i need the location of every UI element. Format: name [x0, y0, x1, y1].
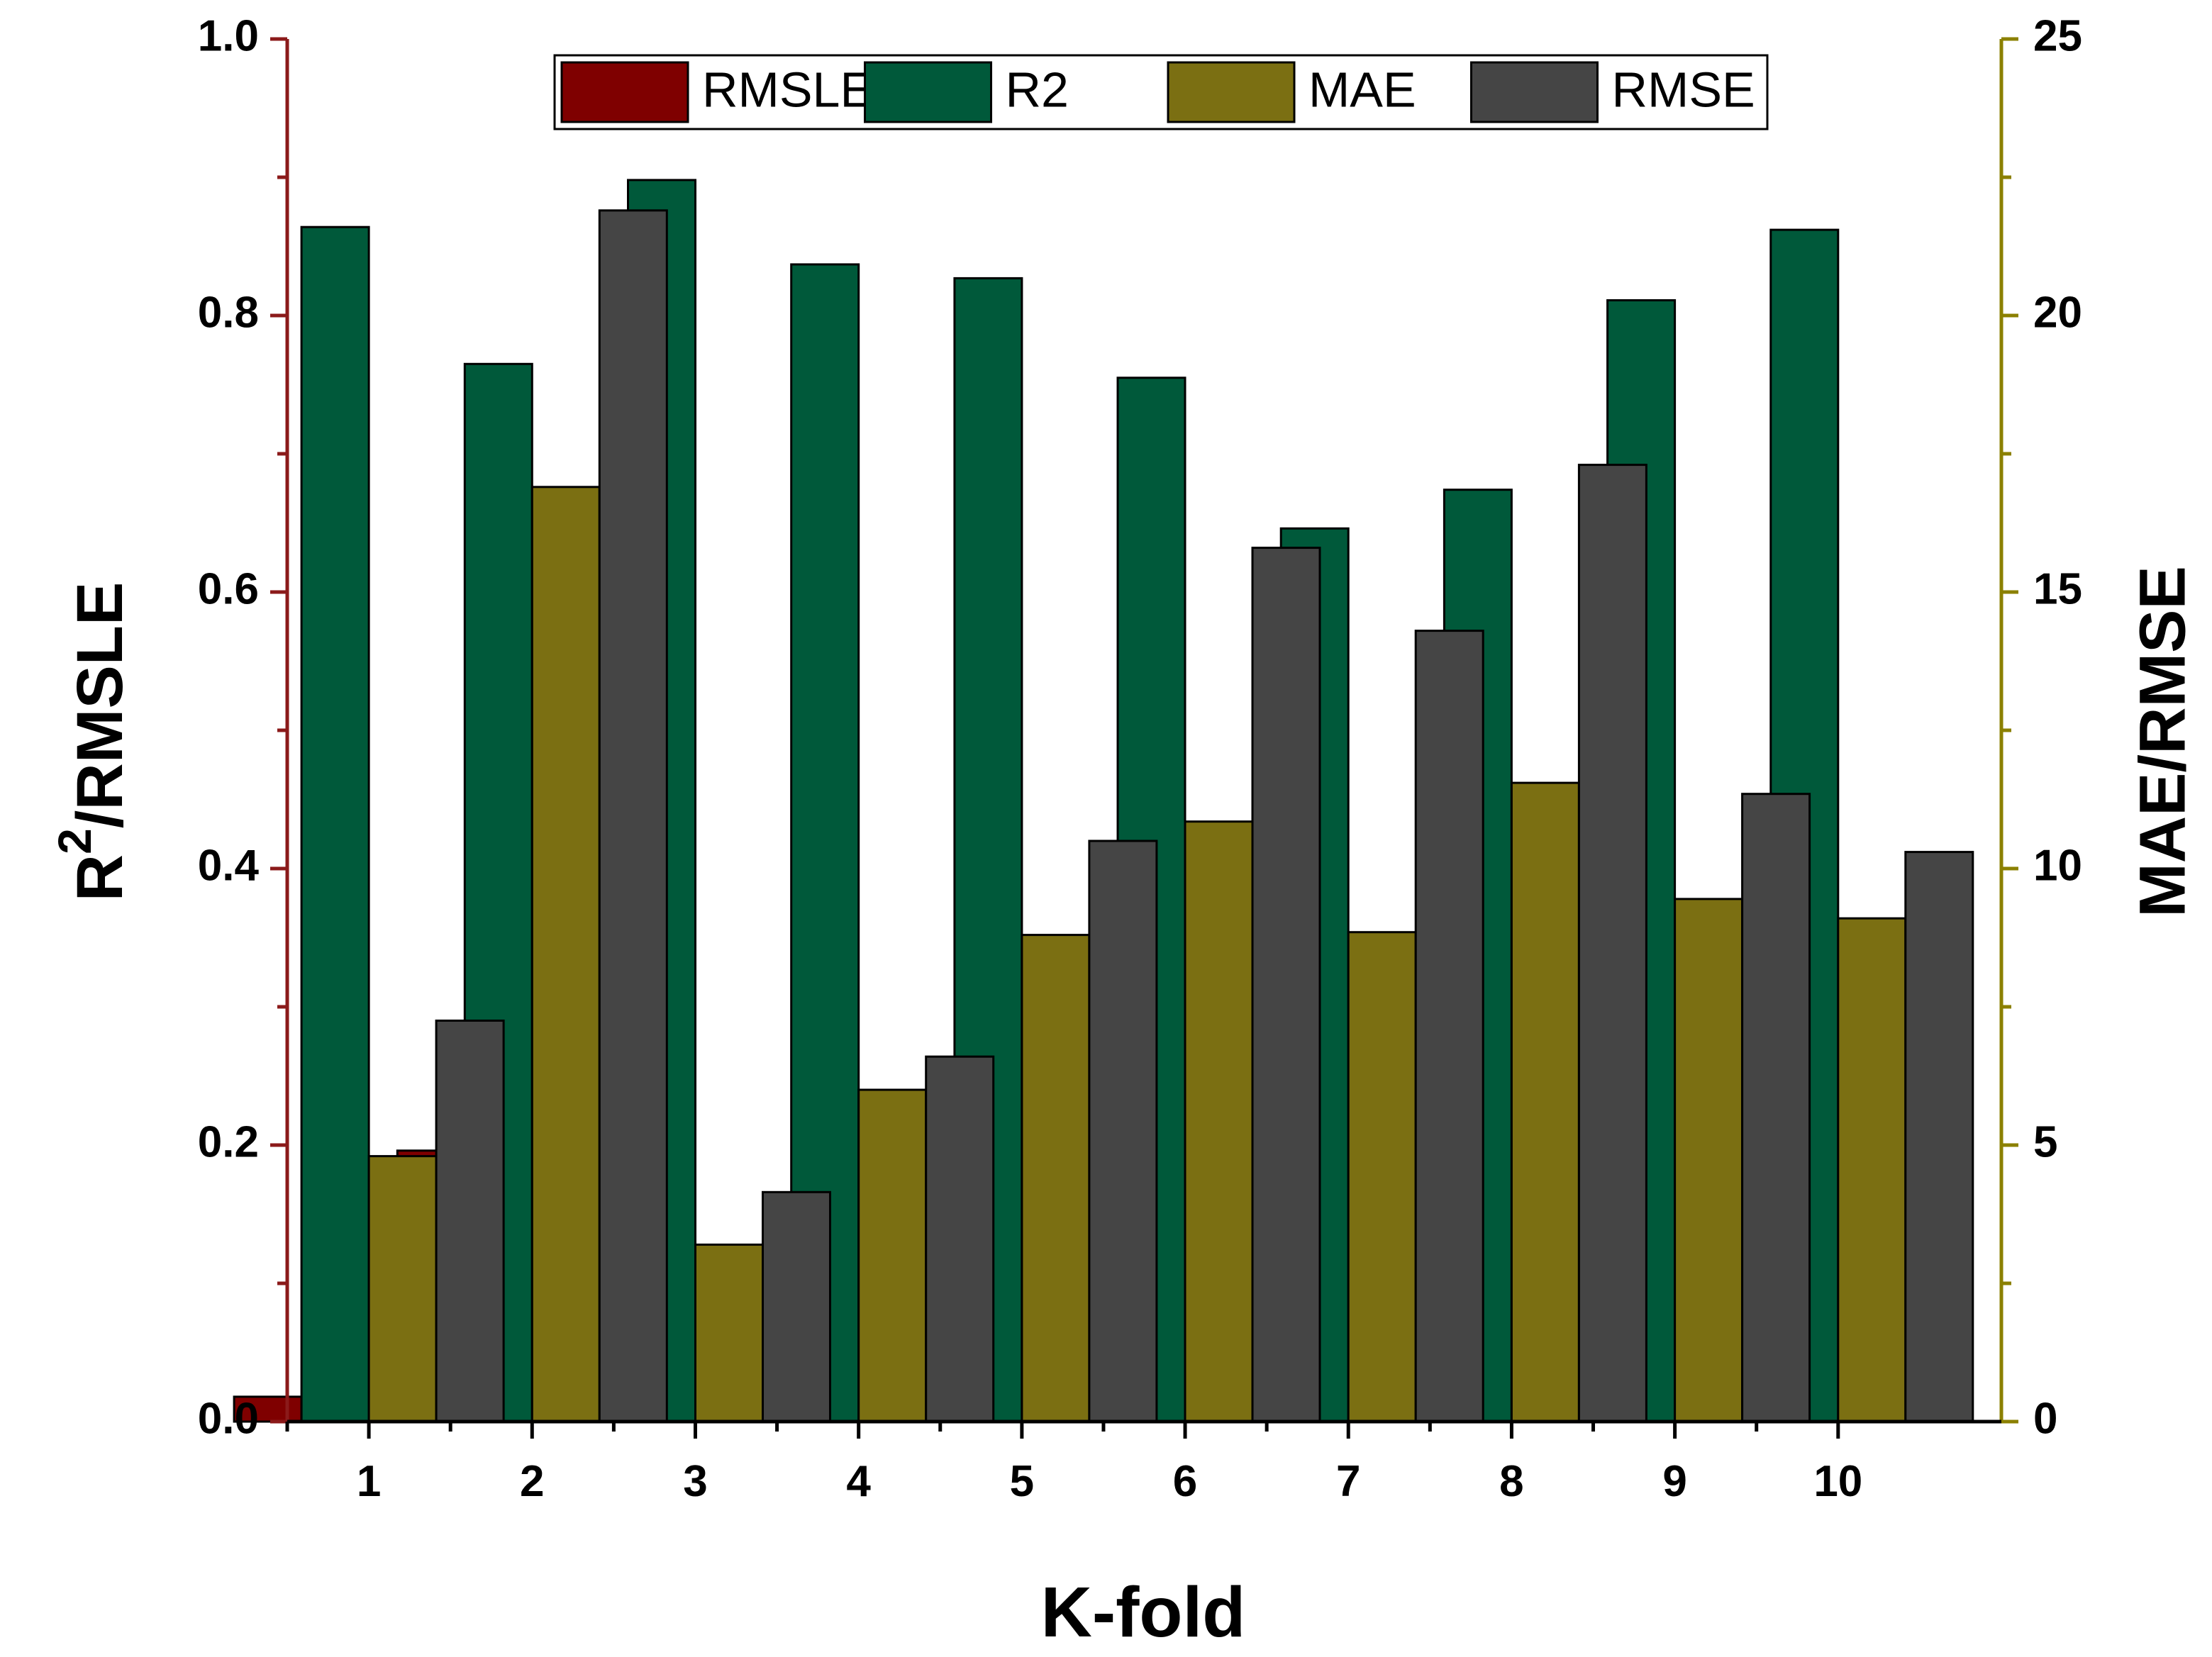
x-tick-label: 10 — [1813, 1457, 1862, 1506]
y-right-tick-label: 10 — [2033, 841, 2082, 890]
axes-group: 0.0 0.2 0.4 0.6 0.8 1.0 0 5 10 15 20 25 1 2 3 4 5 6 7 8 9 10 — [198, 11, 2082, 1506]
legend: RMSLE R2 MAE RMSE — [553, 54, 1769, 130]
x-tick-label: 9 — [1662, 1457, 1686, 1506]
y-right-tick-label: 0 — [2033, 1394, 2057, 1443]
x-tick-label: 2 — [520, 1457, 544, 1506]
legend-label-rmsle: RMSLE — [702, 62, 873, 117]
bar-mae-6 — [1184, 820, 1254, 1423]
x-tick-label: 1 — [357, 1457, 381, 1506]
bar-mae-4 — [857, 1088, 928, 1423]
bar-mae-1 — [367, 1155, 438, 1423]
legend-swatch-rmsle — [560, 61, 689, 123]
bar-rmse-8 — [1577, 464, 1647, 1423]
legend-swatch-r2 — [864, 61, 992, 123]
bar-mae-3 — [694, 1243, 764, 1423]
legend-swatch-rmse — [1470, 61, 1599, 123]
bar-mae-8 — [1510, 781, 1580, 1423]
x-axis-title: K-fold — [1041, 1573, 1246, 1652]
legend-label-rmse: RMSE — [1612, 62, 1755, 117]
y-axis-right-title: MAE/RMSE — [2126, 566, 2199, 917]
bar-mae-9 — [1674, 898, 1744, 1423]
y-right-tick-label: 25 — [2033, 11, 2082, 60]
y-left-tick-label: 0.0 — [198, 1394, 259, 1443]
y-right-tick-label: 15 — [2033, 564, 2082, 613]
bar-mae-7 — [1347, 931, 1417, 1423]
x-tick-label: 6 — [1173, 1457, 1197, 1506]
x-tick-label: 3 — [683, 1457, 707, 1506]
y-left-tick-label: 0.8 — [198, 288, 259, 337]
y-right-tick-label: 20 — [2033, 288, 2082, 337]
bar-mae-2 — [530, 486, 601, 1423]
bar-mae-5 — [1021, 934, 1091, 1423]
x-tick-label: 5 — [1010, 1457, 1034, 1506]
bar-rmse-1 — [435, 1020, 505, 1423]
bar-rmse-3 — [762, 1190, 831, 1423]
bar-rmse-4 — [925, 1055, 995, 1423]
bar-rmsle-1 — [233, 1395, 303, 1423]
bar-rmse-9 — [1741, 793, 1811, 1423]
bar-rmse-6 — [1251, 547, 1321, 1423]
y-left-tick-label: 0.6 — [198, 564, 259, 613]
bar-rmse-10 — [1904, 851, 1974, 1423]
bar-rmse-2 — [598, 209, 668, 1423]
legend-label-mae: MAE — [1308, 62, 1416, 117]
bar-rmse-5 — [1088, 839, 1158, 1423]
bars-group — [233, 179, 1974, 1423]
legend-swatch-mae — [1167, 61, 1296, 123]
bar-rmse-7 — [1414, 630, 1484, 1423]
y-left-tick-label: 1.0 — [198, 11, 259, 60]
y-axis-left-title: R2/RMSLE — [48, 582, 136, 902]
x-tick-label: 8 — [1499, 1457, 1523, 1506]
legend-label-r2: R2 — [1006, 62, 1069, 117]
x-tick-label: 4 — [846, 1457, 871, 1506]
y-left-tick-label: 0.2 — [198, 1117, 259, 1166]
x-tick-label: 7 — [1336, 1457, 1360, 1506]
bar-r2-1 — [300, 225, 370, 1423]
y-left-tick-label: 0.4 — [198, 841, 260, 890]
y-right-tick-label: 5 — [2033, 1117, 2057, 1166]
bar-mae-10 — [1837, 917, 1907, 1423]
